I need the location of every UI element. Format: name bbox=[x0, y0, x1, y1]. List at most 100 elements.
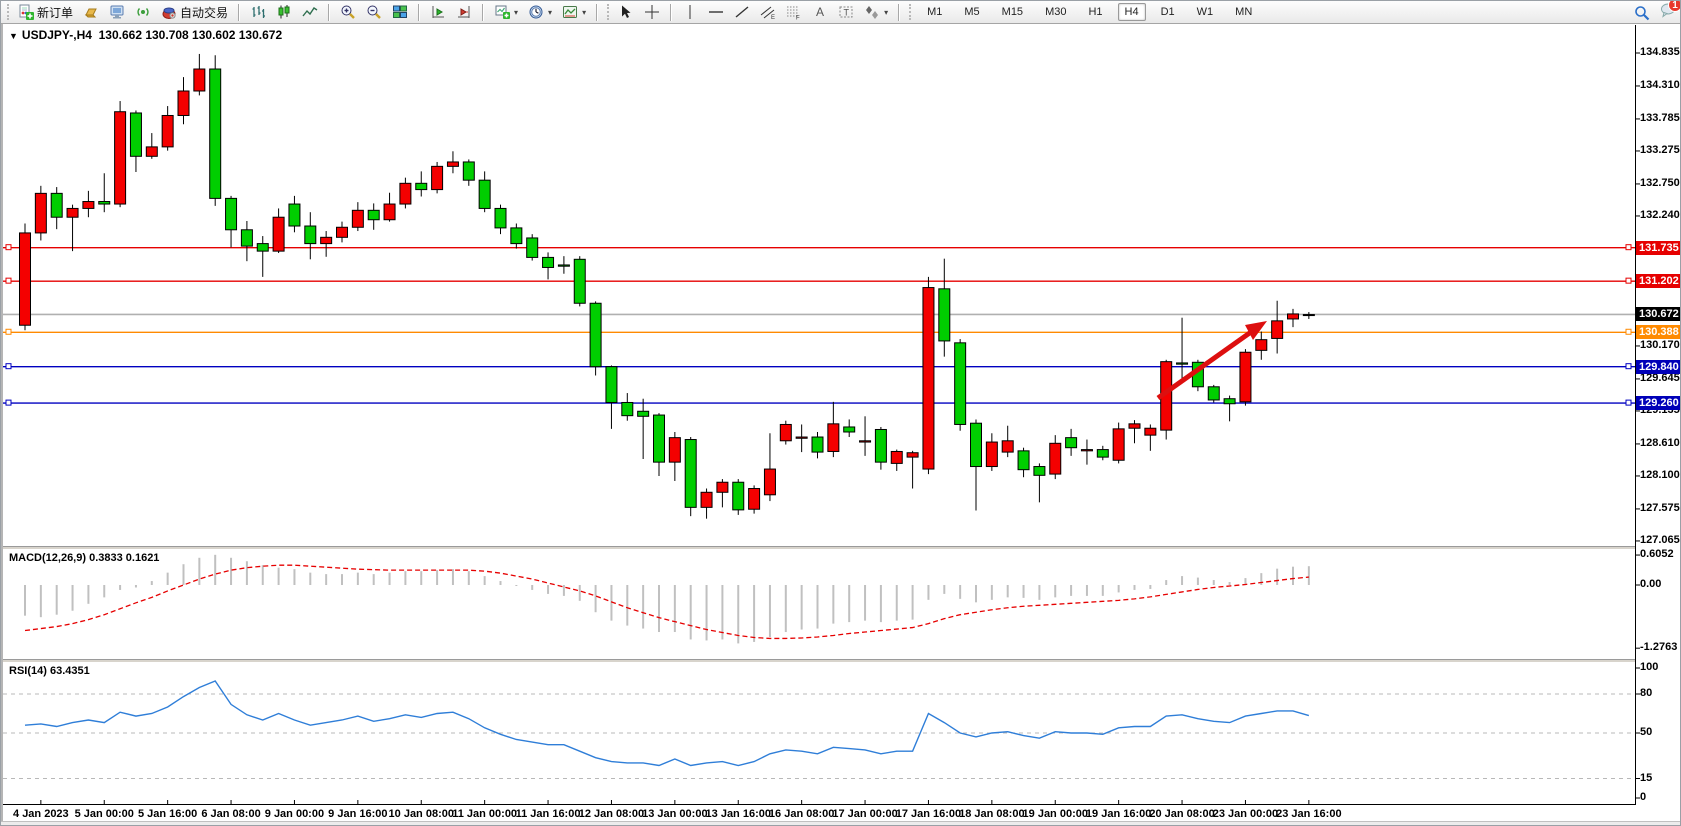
trend-arrow[interactable] bbox=[1156, 329, 1253, 401]
line-chart-button[interactable] bbox=[298, 2, 322, 22]
candle-bull bbox=[716, 481, 729, 493]
line-handle-right[interactable] bbox=[1625, 363, 1632, 370]
line-handle-left[interactable] bbox=[5, 363, 12, 370]
chart-window[interactable]: ▼ USDJPY-,H4 130.662 130.708 130.602 130.… bbox=[1, 24, 1681, 826]
new-chart-button[interactable]: ▾ bbox=[490, 2, 522, 22]
timeframe-m15[interactable]: M15 bbox=[1001, 6, 1024, 18]
rsi-axis-label: 100 bbox=[1640, 661, 1659, 673]
line-handle-left[interactable] bbox=[5, 277, 12, 284]
level-price-badge: 130.388 bbox=[1636, 325, 1680, 340]
new-order-button[interactable]: 新订单 bbox=[14, 2, 77, 22]
line-handle-left[interactable] bbox=[5, 244, 12, 251]
timeframe-h4[interactable]: H4 bbox=[1117, 3, 1146, 21]
candle-bull bbox=[1271, 320, 1284, 339]
toolbar: 新订单 自动交易 bbox=[1, 1, 1680, 24]
trend-arrow-head[interactable] bbox=[1245, 321, 1267, 340]
pane-separator-macd[interactable] bbox=[3, 546, 1636, 550]
candle-bear bbox=[478, 179, 491, 209]
time-axis-label: 20 Jan 08:00 bbox=[1149, 808, 1215, 820]
terminal-icon bbox=[110, 5, 124, 19]
vertical-line-icon bbox=[689, 5, 691, 19]
level-price-badge: 129.840 bbox=[1636, 359, 1680, 374]
fibonacci-tool-button[interactable]: F bbox=[782, 2, 806, 22]
auto-scroll-button[interactable] bbox=[452, 2, 476, 22]
toolbar-separator bbox=[596, 3, 599, 21]
chart-shift-button[interactable] bbox=[426, 2, 450, 22]
candle-bull bbox=[1144, 427, 1157, 436]
gold-button[interactable] bbox=[79, 2, 103, 22]
time-axis-label: 17 Jan 16:00 bbox=[895, 808, 962, 820]
line-handle-left[interactable] bbox=[5, 399, 12, 406]
time-axis[interactable]: 4 Jan 2023 5 Jan 00:00 5 Jan 16:00 6 Jan 08… bbox=[3, 805, 1636, 823]
template-button[interactable]: ▾ bbox=[558, 2, 590, 22]
bar-chart-button[interactable] bbox=[246, 2, 270, 22]
channel-tool-button[interactable]: E bbox=[756, 2, 780, 22]
candle-bull bbox=[795, 436, 808, 439]
zoom-in-icon bbox=[341, 5, 355, 19]
candle-bear bbox=[732, 481, 745, 511]
candle-bull bbox=[1112, 428, 1125, 461]
notifications-button[interactable]: 1 bbox=[1660, 1, 1680, 23]
candle-bear bbox=[240, 229, 253, 247]
timeframe-d1[interactable]: D1 bbox=[1160, 6, 1175, 18]
tile-windows-icon bbox=[393, 5, 408, 18]
timeframe-m30[interactable]: M30 bbox=[1045, 6, 1067, 18]
chart-canvas[interactable] bbox=[3, 24, 1681, 826]
pane-separator-rsi[interactable] bbox=[3, 659, 1636, 663]
line-handle-right[interactable] bbox=[1625, 328, 1632, 335]
autotrading-button[interactable]: 自动交易 bbox=[157, 2, 232, 22]
candle-bull bbox=[34, 192, 47, 234]
collapse-arrow-icon[interactable]: ▼ bbox=[9, 31, 18, 41]
profiles-button[interactable]: ▾ bbox=[524, 2, 556, 22]
signals-button[interactable] bbox=[131, 2, 155, 22]
hline-tool-button[interactable] bbox=[704, 2, 728, 22]
line-handle-right[interactable] bbox=[1625, 244, 1632, 251]
candle-bear bbox=[954, 342, 967, 425]
candle-bear bbox=[1065, 437, 1078, 449]
toolbar-grip[interactable] bbox=[607, 4, 610, 20]
trendline-icon bbox=[735, 6, 749, 18]
time-axis-label: 16 Jan 08:00 bbox=[768, 808, 835, 820]
candle-bear bbox=[605, 366, 618, 403]
price-axis-label: 128.610 bbox=[1640, 436, 1680, 449]
text-label-icon: T bbox=[839, 6, 853, 18]
shapes-tool-button[interactable]: ▾ bbox=[860, 2, 892, 22]
candle-bull bbox=[161, 114, 174, 148]
tile-windows-button[interactable] bbox=[388, 2, 412, 22]
candle-bear bbox=[98, 201, 111, 205]
terminal-button[interactable] bbox=[105, 2, 129, 22]
search-icon[interactable] bbox=[1634, 5, 1650, 21]
candle-bear bbox=[415, 182, 428, 191]
candle-bear bbox=[557, 264, 570, 267]
timeframe-w1[interactable]: W1 bbox=[1196, 6, 1214, 18]
timeframe-mn[interactable]: MN bbox=[1235, 6, 1253, 18]
candle-bull bbox=[922, 287, 935, 470]
toolbar-grip[interactable] bbox=[7, 4, 9, 20]
label-tool-button[interactable]: T bbox=[834, 2, 858, 22]
line-handle-right[interactable] bbox=[1625, 277, 1632, 284]
candle-bear bbox=[526, 237, 539, 258]
candle-bear bbox=[129, 112, 142, 157]
zoom-out-button[interactable] bbox=[362, 2, 386, 22]
vline-tool-button[interactable] bbox=[678, 2, 702, 22]
crosshair-tool-button[interactable] bbox=[640, 2, 664, 22]
candle-bull bbox=[66, 207, 79, 218]
line-handle-left[interactable] bbox=[5, 328, 12, 335]
zoom-in-button[interactable] bbox=[336, 2, 360, 22]
candle-bear bbox=[209, 68, 222, 199]
cursor-tool-button[interactable] bbox=[614, 2, 638, 22]
text-tool-button[interactable]: A bbox=[808, 2, 832, 22]
line-handle-right[interactable] bbox=[1625, 399, 1632, 406]
candlestick-chart-button[interactable] bbox=[272, 2, 296, 22]
candle-bull bbox=[1302, 314, 1315, 317]
price-axis-label: 127.065 bbox=[1640, 533, 1680, 546]
trendline-tool-button[interactable] bbox=[730, 2, 754, 22]
candle-bear bbox=[1096, 449, 1109, 458]
symbol-period-label: USDJPY-,H4 bbox=[21, 28, 92, 42]
timeframe-m1[interactable]: M1 bbox=[927, 6, 943, 18]
candle-bull bbox=[446, 161, 459, 167]
time-axis-label: 11 Jan 00:00 bbox=[452, 808, 518, 820]
timeframe-h1[interactable]: H1 bbox=[1088, 6, 1103, 18]
timeframe-m5[interactable]: M5 bbox=[964, 6, 980, 18]
toolbar-grip[interactable] bbox=[909, 4, 912, 20]
